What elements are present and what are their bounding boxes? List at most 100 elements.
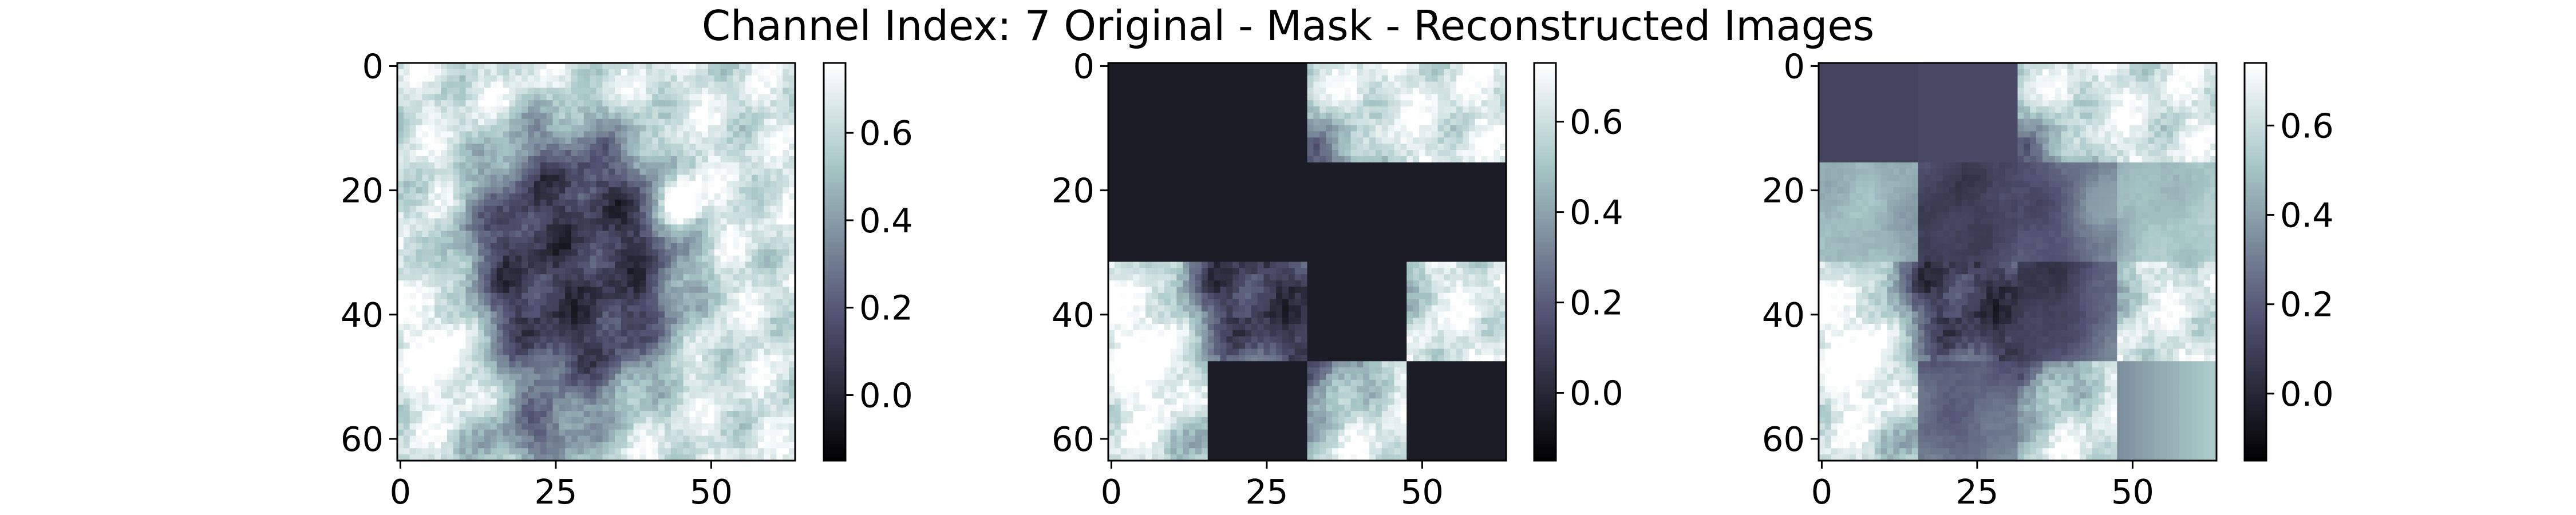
heatmap-cell: [428, 156, 435, 163]
heatmap-cell: [559, 286, 566, 294]
heatmap-cell: [757, 379, 765, 387]
heatmap-cell: [789, 286, 796, 294]
heatmap-cell: [720, 69, 728, 76]
heatmap-cell: [633, 454, 641, 461]
heatmap-cell: [745, 324, 752, 331]
heatmap-cell: [751, 156, 758, 163]
heatmap-cell: [453, 311, 460, 318]
heatmap-cell: [590, 63, 597, 70]
heatmap-cell: [565, 423, 572, 430]
heatmap-cell: [714, 367, 721, 374]
heatmap-cell: [783, 125, 789, 132]
heatmap-cell: [714, 417, 721, 424]
heatmap-cell: [633, 137, 641, 144]
heatmap-cell: [664, 448, 671, 455]
heatmap-cell: [453, 262, 460, 268]
heatmap-cell: [751, 94, 758, 101]
heatmap-cell: [1282, 100, 1289, 107]
heatmap-cell: [1456, 112, 1463, 120]
heatmap-cell: [1444, 63, 1451, 70]
heatmap-cell: [726, 199, 734, 207]
heatmap-cell: [783, 112, 789, 120]
heatmap-cell: [577, 423, 584, 430]
heatmap-cell: [751, 280, 758, 287]
heatmap-cell: [397, 150, 404, 157]
heatmap-cell: [490, 318, 497, 324]
heatmap-cell: [733, 367, 740, 374]
heatmap-cell: [1444, 88, 1451, 94]
heatmap-cell: [509, 81, 516, 89]
heatmap-cell: [484, 81, 491, 89]
heatmap-cell: [783, 330, 789, 337]
heatmap-cell: [577, 268, 584, 275]
heatmap-cell: [571, 69, 578, 76]
heatmap-cell: [409, 106, 417, 113]
heatmap-cell: [1127, 131, 1134, 138]
heatmap-cell: [764, 255, 771, 263]
heatmap-cell: [664, 348, 671, 355]
heatmap-cell: [658, 286, 665, 294]
heatmap-cell: [583, 355, 591, 362]
heatmap-cell: [546, 324, 554, 331]
heatmap-cell: [789, 454, 796, 461]
heatmap-cell: [621, 299, 628, 306]
heatmap-cell: [689, 429, 696, 437]
heatmap-cell: [416, 392, 423, 399]
heatmap-cell: [503, 448, 510, 455]
heatmap-cell: [422, 336, 429, 343]
heatmap-cell: [664, 442, 671, 449]
heatmap-cell: [683, 423, 690, 430]
heatmap-cell: [459, 324, 467, 331]
heatmap-cell: [409, 212, 417, 219]
heatmap-cell: [757, 81, 765, 89]
heatmap-cell: [789, 274, 796, 281]
heatmap-cell: [521, 442, 528, 449]
heatmap-cell: [733, 417, 740, 424]
heatmap-cell: [783, 94, 789, 101]
heatmap-cell: [583, 318, 591, 324]
heatmap-cell: [534, 411, 541, 418]
heatmap-cell: [757, 429, 765, 437]
heatmap-cell: [453, 348, 460, 355]
heatmap-cell: [789, 280, 796, 287]
heatmap-cell: [459, 274, 467, 281]
heatmap-cell: [677, 392, 684, 399]
heatmap-cell: [1437, 112, 1445, 120]
heatmap-cell: [739, 435, 746, 443]
heatmap-cell: [1183, 69, 1190, 76]
heatmap-cell: [720, 442, 728, 449]
heatmap-cell: [428, 224, 435, 231]
heatmap-cell: [509, 212, 516, 219]
heatmap-cell: [534, 199, 541, 207]
heatmap-cell: [739, 280, 746, 287]
heatmap-cell: [1226, 131, 1233, 138]
heatmap-cell: [490, 423, 497, 430]
heatmap-cell: [1244, 118, 1252, 126]
heatmap-cell: [528, 367, 535, 374]
heatmap-cell: [1226, 118, 1233, 126]
heatmap-cell: [465, 373, 472, 381]
heatmap-cell: [577, 131, 584, 138]
heatmap-cell: [453, 386, 460, 393]
heatmap-cell: [789, 398, 796, 405]
heatmap-cell: [689, 199, 696, 207]
heatmap-cell: [646, 88, 653, 94]
heatmap-cell: [546, 454, 554, 461]
heatmap-cell: [528, 286, 535, 294]
heatmap-cell: [590, 187, 597, 194]
heatmap-cell: [702, 137, 709, 144]
colorbar-segment: [824, 212, 846, 216]
heatmap-cell: [1450, 94, 1457, 101]
heatmap-cell: [521, 212, 528, 219]
heatmap-cell: [627, 237, 634, 244]
heatmap-cell: [509, 435, 516, 443]
heatmap-cell: [540, 193, 547, 200]
heatmap-cell: [416, 286, 423, 294]
heatmap-cell: [490, 429, 497, 437]
heatmap-cell: [509, 392, 516, 399]
heatmap-cell: [428, 442, 435, 449]
heatmap-cell: [1369, 112, 1376, 120]
heatmap-cell: [1214, 69, 1221, 76]
heatmap-cell: [751, 131, 758, 138]
heatmap-cell: [571, 131, 578, 138]
